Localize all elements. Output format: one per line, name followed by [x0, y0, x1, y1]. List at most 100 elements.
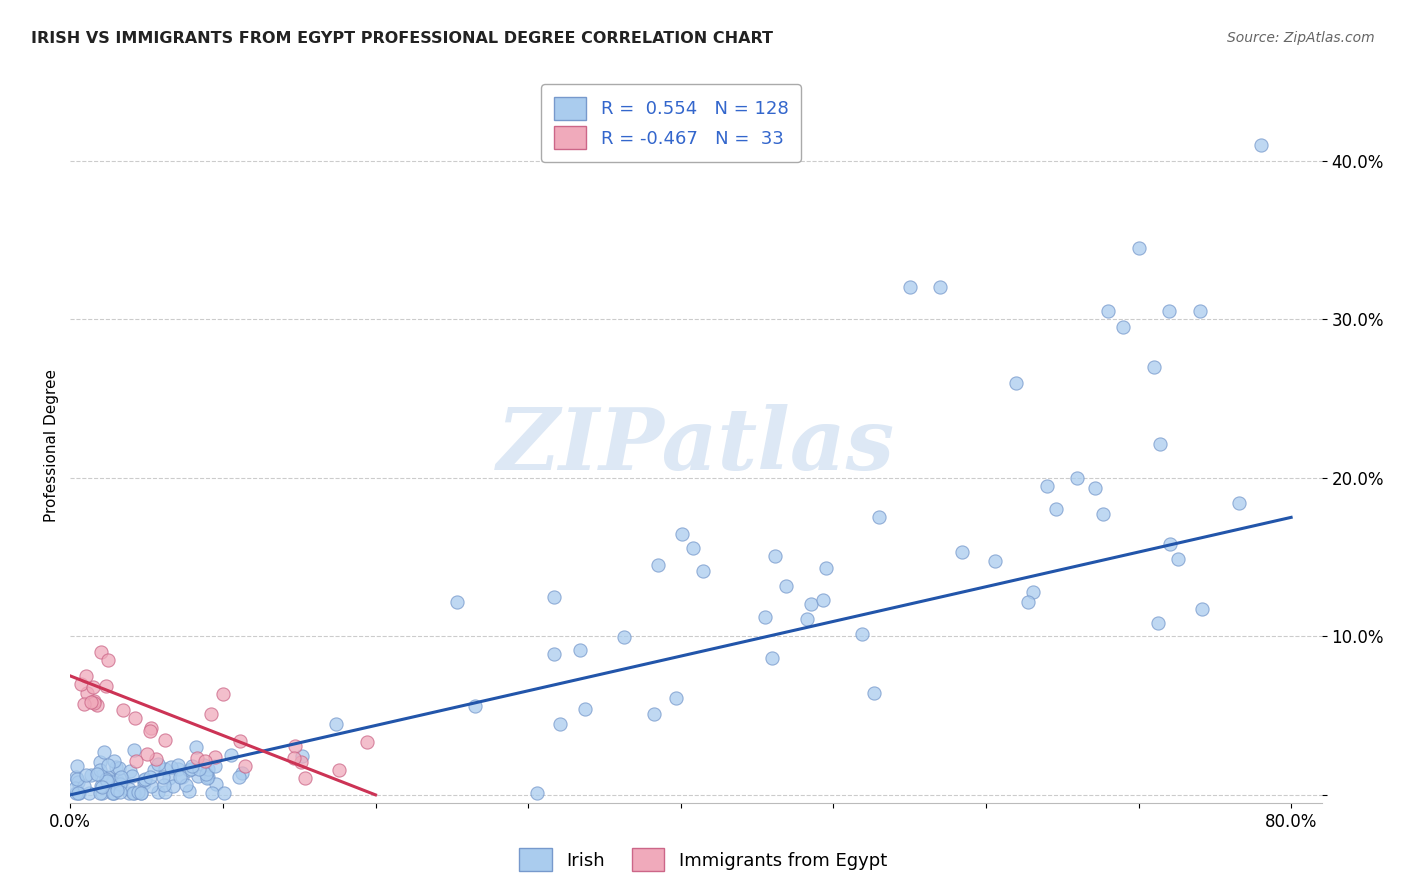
Point [647, 558, 669, 573]
Point [65, 771, 87, 785]
Point [174, 778, 197, 792]
Point [129, 786, 152, 800]
Legend: Irish, Immigrants from Egypt: Irish, Immigrants from Egypt [512, 841, 894, 879]
Point [105, 760, 128, 774]
Point [162, 779, 184, 793]
Text: ZIPatlas: ZIPatlas [496, 404, 896, 488]
Point [763, 549, 786, 563]
Point [89, 755, 111, 769]
Point [90, 786, 112, 800]
Point [131, 786, 153, 800]
Point [134, 772, 156, 786]
Point [898, 280, 921, 294]
Point [152, 770, 174, 784]
Point [135, 747, 157, 761]
Point [195, 767, 218, 781]
Point [671, 527, 693, 541]
Point [929, 280, 952, 294]
Point [93, 745, 115, 759]
Point [1036, 478, 1059, 492]
Point [1250, 137, 1272, 152]
Point [692, 564, 714, 578]
Point [643, 706, 665, 721]
Point [97, 758, 120, 772]
Point [73, 697, 96, 711]
Point [186, 750, 208, 764]
Point [101, 774, 124, 789]
Point [83, 694, 105, 708]
Point [574, 702, 596, 716]
Point [197, 770, 219, 784]
Point [543, 647, 565, 661]
Legend: R =  0.554   N = 128, R = -0.467   N =  33: R = 0.554 N = 128, R = -0.467 N = 33 [541, 84, 801, 162]
Point [775, 578, 797, 592]
Point [1227, 496, 1250, 510]
Point [118, 764, 141, 778]
Point [228, 770, 250, 784]
Point [1084, 481, 1107, 495]
Point [110, 770, 132, 784]
Point [76, 686, 98, 700]
Point [108, 785, 131, 799]
Point [187, 769, 209, 783]
Point [67, 786, 90, 800]
Point [118, 781, 141, 796]
Point [167, 757, 190, 772]
Point [1022, 584, 1045, 599]
Point [170, 770, 193, 784]
Point [446, 595, 468, 609]
Point [568, 642, 591, 657]
Point [86, 766, 108, 780]
Point [1146, 615, 1168, 630]
Point [112, 703, 135, 717]
Point [169, 771, 191, 785]
Point [228, 734, 250, 748]
Point [214, 786, 236, 800]
Point [167, 762, 190, 776]
Point [526, 786, 548, 800]
Point [94, 772, 117, 787]
Point [145, 752, 167, 766]
Point [219, 747, 242, 762]
Text: Source: ZipAtlas.com: Source: ZipAtlas.com [1227, 31, 1375, 45]
Point [612, 630, 634, 644]
Point [754, 609, 776, 624]
Point [122, 786, 145, 800]
Point [73, 780, 96, 794]
Point [231, 765, 253, 780]
Point [188, 762, 211, 776]
Point [194, 754, 217, 768]
Point [111, 773, 134, 788]
Point [90, 769, 112, 783]
Point [101, 786, 124, 800]
Point [233, 759, 256, 773]
Point [96, 773, 118, 788]
Point [1157, 304, 1180, 318]
Point [101, 786, 124, 800]
Point [1045, 501, 1067, 516]
Point [290, 748, 312, 763]
Point [121, 769, 143, 783]
Point [1149, 437, 1171, 451]
Point [105, 783, 128, 797]
Point [153, 762, 176, 776]
Point [761, 651, 783, 665]
Point [983, 554, 1005, 568]
Point [146, 757, 169, 772]
Point [290, 756, 312, 770]
Point [356, 735, 378, 749]
Point [91, 780, 114, 794]
Point [139, 770, 162, 784]
Point [464, 699, 486, 714]
Point [159, 760, 181, 774]
Point [103, 786, 125, 800]
Point [197, 762, 219, 776]
Point [1128, 241, 1150, 255]
Point [138, 724, 160, 739]
Point [211, 687, 233, 701]
Point [124, 743, 146, 757]
Point [108, 777, 131, 791]
Point [325, 717, 347, 731]
Point [86, 698, 108, 713]
Point [157, 771, 180, 785]
